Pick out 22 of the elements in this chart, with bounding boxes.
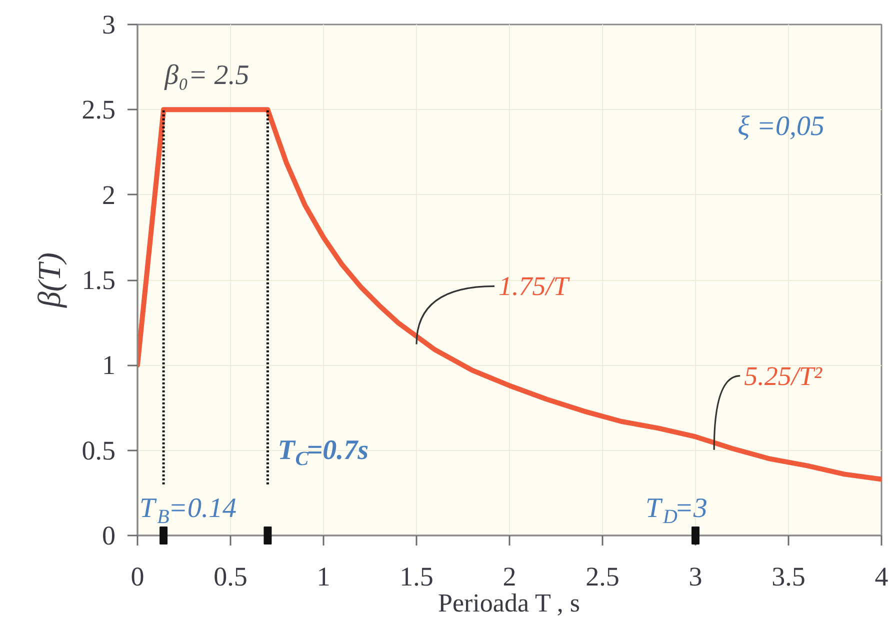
y-tick-label: 1	[102, 350, 116, 380]
y-tick-label: 0.5	[82, 435, 116, 466]
x-tick-label: 0	[130, 562, 144, 592]
y-axis-title: β(T)	[30, 252, 67, 309]
annotation: ξ =0,05	[738, 111, 824, 142]
x-tick-label: 1.5	[400, 562, 434, 592]
x-tick-label: 1	[316, 562, 330, 592]
y-tick-label: 1.5	[82, 265, 116, 295]
x-tick-label: 0.5	[214, 562, 248, 592]
annotation: 5.25/T²	[744, 360, 823, 391]
x-tick-label: 4	[874, 562, 889, 592]
y-tick-label: 3	[102, 10, 116, 40]
x-tick-label: 3.5	[772, 562, 806, 592]
x-tick-label: 3	[688, 562, 702, 592]
y-tick-label: 2.5	[82, 94, 116, 125]
annotation: 1.75/T	[498, 271, 570, 302]
x-tick-label: 2.5	[586, 562, 620, 592]
x-tick-label: 2	[502, 562, 516, 592]
y-tick-label: 2	[102, 180, 116, 210]
x-axis-title: Perioada T , s	[438, 588, 580, 618]
annotation: β₀= 2.5	[164, 60, 250, 92]
y-tick-label: 0	[102, 520, 116, 550]
